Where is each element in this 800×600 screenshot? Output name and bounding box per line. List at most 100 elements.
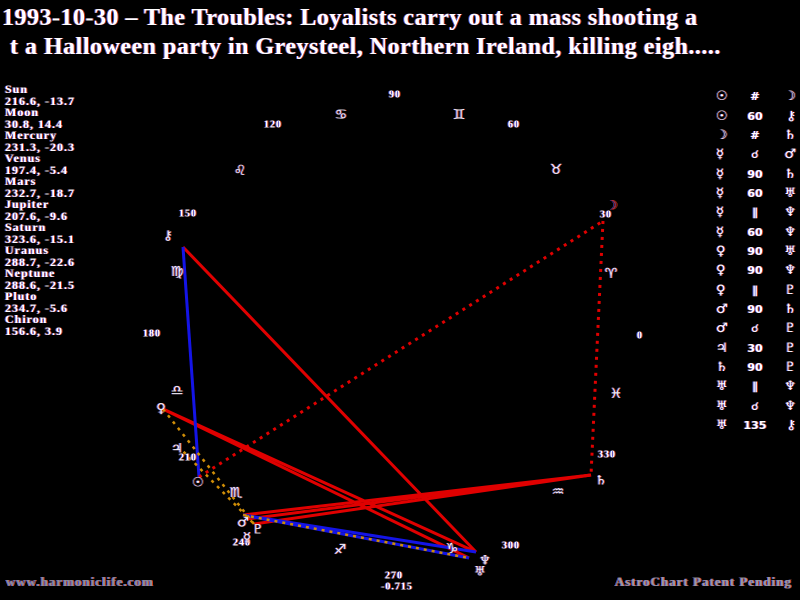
planet-glyph-mars: ♂	[237, 515, 249, 531]
aspect-row: ♄ 90 ♇	[716, 358, 800, 377]
planet-name: Jupiter	[5, 197, 50, 211]
tick-label--0.715: -0.715	[381, 581, 413, 593]
planet-coordinates: 207.6, -9.6	[5, 208, 68, 223]
aspect-body-1-glyph: ☽	[716, 127, 728, 143]
planet-name: Uranus	[5, 243, 50, 257]
aspect-line-mercury-neptune	[242, 513, 470, 560]
tick-label-0: 0	[637, 330, 643, 342]
aspect-row: ♀ 90 ♆	[716, 261, 800, 280]
planet-data-entry: Uranus 288.7, -22.6	[5, 243, 75, 269]
aspect-line-moon-saturn	[589, 220, 605, 476]
planet-name: Neptune	[5, 266, 56, 280]
planet-data-entry: Sun 216.6, -13.7	[5, 82, 75, 107]
sign-glyph-virgo: ♍	[170, 264, 184, 280]
website-watermark: www.harmoniclife.com	[6, 574, 154, 589]
aspect-body-2-glyph: ♅	[784, 185, 796, 201]
aspect-row: ♃ 30 ♇	[716, 338, 800, 357]
aspect-type-symbol: ☌	[751, 322, 759, 336]
planet-data-entry: Neptune 288.6, -21.5	[5, 266, 75, 292]
planet-coordinates: 231.3, -20.3	[5, 139, 75, 154]
aspect-body-1-glyph: ♃	[716, 340, 728, 356]
aspect-type-symbol: 60	[747, 186, 763, 200]
aspect-type-symbol: 90	[747, 244, 763, 258]
aspect-type-symbol: #	[750, 90, 760, 104]
aspect-row: ♅ ∥ ♆	[716, 377, 800, 396]
aspect-body-1-glyph: ♅	[716, 398, 728, 414]
aspect-line-venus-neptune	[162, 407, 470, 560]
aspect-list-panel: ☉ # ☽ ☉ 60 ⚷ ☽ # ♄ ☿ ☌ ♂ ☿ 90 ♄ ☿ 60	[716, 87, 800, 435]
sign-glyph-gemini: ♊	[452, 107, 466, 123]
aspect-body-2-glyph: ♇	[784, 340, 796, 356]
aspect-row: ☉ 60 ⚷	[716, 106, 800, 125]
tick-label-330: 330	[598, 449, 616, 461]
sign-glyph-aquarius: ♒	[551, 484, 565, 500]
planet-data-entry: Pluto 234.7, -5.6	[5, 289, 75, 315]
aspect-body-2-glyph: ♂	[784, 147, 796, 163]
aspect-line-jupiter-pluto	[177, 445, 255, 525]
planet-coordinates: 288.7, -22.6	[5, 254, 75, 269]
sign-glyph-sagittarius: ♐	[333, 542, 347, 558]
aspect-line-sun-moon	[198, 219, 604, 479]
aspect-body-2-glyph: ⚷	[786, 418, 796, 434]
tick-label-240: 240	[233, 537, 251, 549]
aspect-type-symbol: 30	[747, 341, 763, 355]
tick-label-210: 210	[179, 452, 197, 464]
aspect-body-2-glyph: ♇	[784, 359, 796, 375]
planet-glyph-pluto: ♇	[252, 522, 264, 538]
aspect-row: ♀ 90 ♅	[716, 242, 800, 261]
planet-name: Mars	[5, 174, 37, 188]
planet-coordinates: 234.7, -5.6	[5, 300, 68, 315]
sign-glyph-aries: ♈	[604, 266, 618, 282]
aspect-row: ☽ # ♄	[716, 126, 800, 145]
aspect-body-1-glyph: ♀	[716, 243, 726, 259]
planet-name: Saturn	[5, 220, 47, 234]
aspect-body-2-glyph: ♅	[784, 243, 796, 259]
tick-label-30: 30	[600, 209, 612, 221]
aspect-body-2-glyph: ♄	[784, 301, 796, 317]
planet-glyph-neptune: ♆	[479, 553, 491, 569]
planet-coordinates: 156.6, 3.9	[5, 323, 63, 338]
planet-name: Venus	[5, 151, 41, 165]
aspect-type-symbol: #	[750, 128, 760, 142]
aspect-row: ☿ 60 ♆	[716, 222, 800, 241]
aspect-row: ♅ 135 ⚷	[716, 416, 800, 435]
aspect-body-2-glyph: ♄	[784, 166, 796, 182]
aspect-body-2-glyph: ⚷	[786, 108, 796, 124]
planet-name: Chiron	[5, 312, 48, 326]
planet-name: Sun	[5, 82, 29, 96]
aspect-body-2-glyph: ♆	[784, 398, 796, 414]
planet-data-entry: Mars 232.7, -18.7	[5, 174, 75, 199]
aspect-body-1-glyph: ♂	[716, 301, 728, 317]
planet-glyph-venus: ♀	[156, 401, 166, 417]
aspect-body-1-glyph: ☿	[716, 166, 724, 182]
tick-label-60: 60	[508, 119, 520, 131]
aspect-line-chiron-sun	[181, 246, 201, 478]
patent-pending-label: AstroChart Patent Pending	[614, 574, 792, 589]
planet-name: Mercury	[5, 128, 58, 142]
tick-label-90: 90	[389, 89, 401, 101]
aspect-body-1-glyph: ♀	[716, 263, 726, 279]
planet-data-entry: Chiron 156.6, 3.9	[5, 312, 75, 338]
aspect-body-2-glyph: ♇	[784, 282, 796, 298]
planet-data-entry: Venus 197.4, -5.4	[5, 151, 75, 176]
aspect-body-2-glyph: ♇	[784, 321, 796, 337]
planet-name: Pluto	[5, 289, 38, 303]
aspect-type-symbol: 60	[747, 109, 763, 123]
aspect-type-symbol: 60	[747, 225, 763, 239]
planet-coordinates: 288.6, -21.5	[5, 277, 75, 292]
aspect-body-2-glyph: ♄	[784, 127, 796, 143]
sign-glyph-leo: ♌	[233, 163, 247, 179]
aspect-type-symbol: 135	[743, 419, 767, 433]
sign-glyph-taurus: ♉	[549, 162, 563, 178]
aspect-row: ☉ # ☽	[716, 87, 800, 106]
aspect-type-symbol: 90	[747, 264, 763, 278]
aspect-line-venus-pluto	[162, 408, 255, 525]
planet-data-entry: Jupiter 207.6, -9.6	[5, 197, 75, 223]
aspect-line-pluto-saturn	[253, 473, 592, 526]
tick-label-270: 270	[385, 570, 403, 582]
aspect-type-symbol: ∥	[752, 380, 758, 394]
aspect-type-symbol: ☌	[751, 399, 759, 413]
aspect-line-chiron-uranus	[181, 245, 478, 554]
aspect-body-1-glyph: ☉	[716, 108, 728, 124]
